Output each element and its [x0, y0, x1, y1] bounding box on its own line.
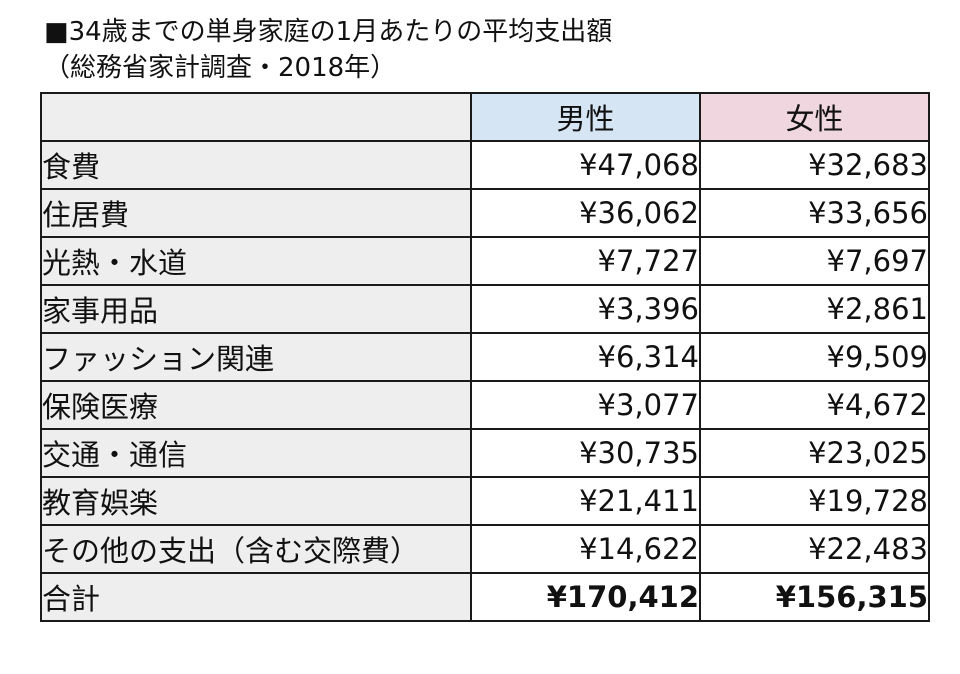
- table-row: 食費 ¥47,068 ¥32,683: [40, 140, 930, 190]
- male-value-cell: ¥14,622: [470, 524, 701, 574]
- table-row: 住居費 ¥36,062 ¥33,656: [40, 188, 930, 238]
- female-value-cell: ¥9,509: [699, 332, 930, 382]
- page-title: ■34歳までの単身家庭の1月あたりの平均支出額 （総務省家計調査・2018年）: [44, 14, 612, 86]
- category-cell: 住居費: [40, 188, 472, 238]
- male-value-cell: ¥30,735: [470, 428, 701, 478]
- title-main: ■34歳までの単身家庭の1月あたりの平均支出額: [44, 17, 613, 47]
- category-cell: 保険医療: [40, 380, 472, 430]
- male-total-cell: ¥170,412: [470, 572, 701, 622]
- male-value-cell: ¥6,314: [470, 332, 701, 382]
- table-row: 交通・通信 ¥30,735 ¥23,025: [40, 428, 930, 478]
- female-value-cell: ¥2,861: [699, 284, 930, 334]
- category-cell: 教育娯楽: [40, 476, 472, 526]
- female-value-cell: ¥32,683: [699, 140, 930, 190]
- total-row: 合計 ¥170,412 ¥156,315: [40, 572, 930, 622]
- table-row: 家事用品 ¥3,396 ¥2,861: [40, 284, 930, 334]
- table-row: ファッション関連 ¥6,314 ¥9,509: [40, 332, 930, 382]
- total-label-cell: 合計: [40, 572, 472, 622]
- category-cell: ファッション関連: [40, 332, 472, 382]
- category-cell: その他の支出（含む交際費）: [40, 524, 472, 574]
- header-category-cell: [40, 92, 472, 142]
- female-total-cell: ¥156,315: [699, 572, 930, 622]
- category-cell: 光熱・水道: [40, 236, 472, 286]
- male-value-cell: ¥3,077: [470, 380, 701, 430]
- female-value-cell: ¥4,672: [699, 380, 930, 430]
- category-cell: 交通・通信: [40, 428, 472, 478]
- category-cell: 食費: [40, 140, 472, 190]
- category-cell: 家事用品: [40, 284, 472, 334]
- female-value-cell: ¥23,025: [699, 428, 930, 478]
- male-value-cell: ¥47,068: [470, 140, 701, 190]
- header-male-cell: 男性: [470, 92, 701, 142]
- table-row: 保険医療 ¥3,077 ¥4,672: [40, 380, 930, 430]
- header-female-cell: 女性: [699, 92, 930, 142]
- female-value-cell: ¥7,697: [699, 236, 930, 286]
- male-value-cell: ¥36,062: [470, 188, 701, 238]
- female-value-cell: ¥33,656: [699, 188, 930, 238]
- male-value-cell: ¥3,396: [470, 284, 701, 334]
- table-row: 光熱・水道 ¥7,727 ¥7,697: [40, 236, 930, 286]
- female-value-cell: ¥19,728: [699, 476, 930, 526]
- male-value-cell: ¥7,727: [470, 236, 701, 286]
- table-row: その他の支出（含む交際費） ¥14,622 ¥22,483: [40, 524, 930, 574]
- title-source: （総務省家計調査・2018年）: [44, 53, 397, 83]
- expense-table: 男性 女性 食費 ¥47,068 ¥32,683 住居費 ¥36,062 ¥33…: [40, 92, 930, 622]
- header-row: 男性 女性: [40, 92, 930, 142]
- male-value-cell: ¥21,411: [470, 476, 701, 526]
- female-value-cell: ¥22,483: [699, 524, 930, 574]
- table-row: 教育娯楽 ¥21,411 ¥19,728: [40, 476, 930, 526]
